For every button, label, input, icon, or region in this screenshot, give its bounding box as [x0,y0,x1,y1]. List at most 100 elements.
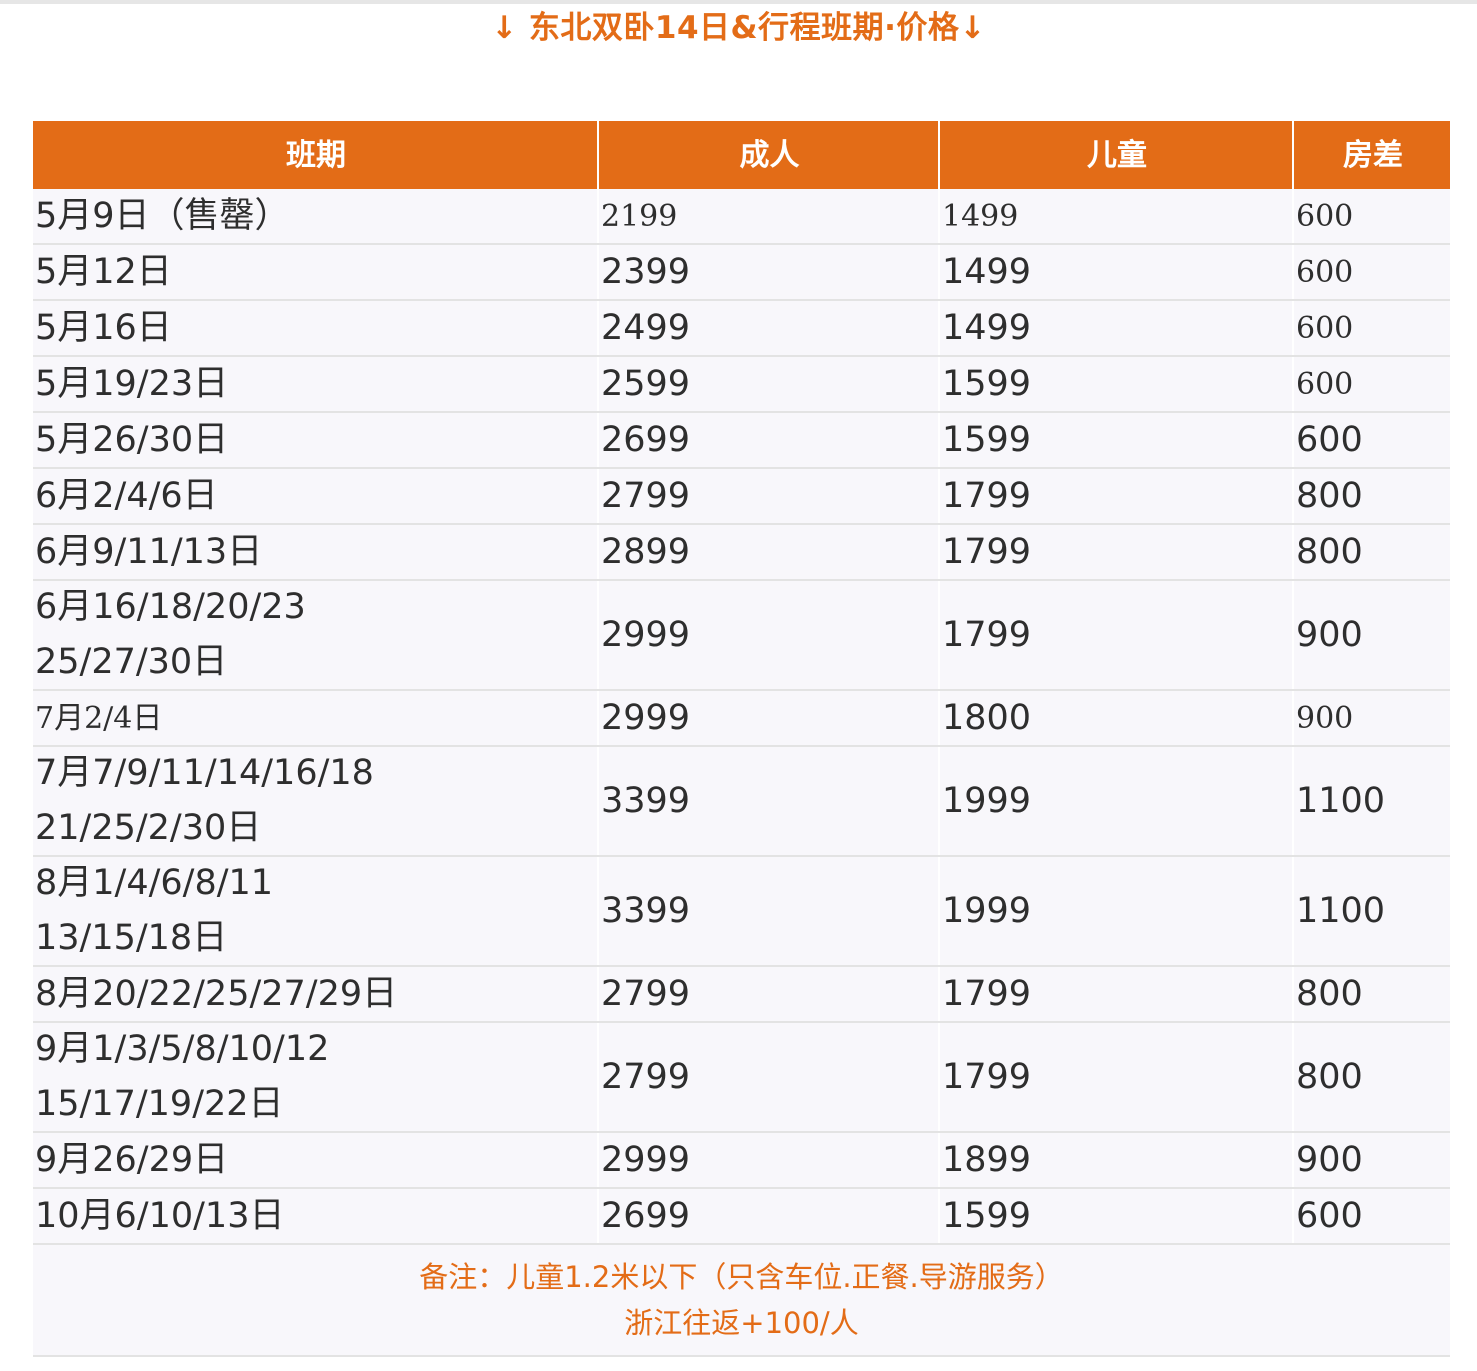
cell-room-diff: 600 [1296,1195,1363,1236]
cell-schedule: 5月19/23日 [33,357,599,411]
cell-schedule: 5月12日 [33,245,599,299]
header-child: 儿童 [940,121,1294,189]
cell-schedule: 6月9/11/13日 [33,525,599,579]
cell-schedule: 5月16日 [33,301,599,355]
schedule-line: 21/25/2/30日 [35,808,262,848]
cell-room-diff: 600 [1296,419,1363,460]
schedule-line: 5月16日 [35,307,172,348]
cell-room-diff: 600 [1296,366,1354,402]
schedule-line: 6月9/11/13日 [35,531,263,572]
cell-room-diff: 800 [1296,1056,1363,1097]
schedule-line: 7月7/9/11/14/16/18 [35,753,374,793]
schedule-line: 5月19/23日 [35,363,229,404]
cell-child: 1800 [940,691,1294,745]
cell-child: 1799 [940,525,1294,579]
cell-child: 1499 [940,245,1294,299]
cell-child: 1799 [940,1023,1294,1131]
cell-child: 1799 [940,581,1294,689]
schedule-line: 10月6/10/13日 [35,1195,285,1236]
cell-room-diff: 1100 [1296,780,1386,821]
header-adult: 成人 [599,121,940,189]
schedule-line: 5月9日（售罄） [35,195,290,236]
table-row: 10月6/10/13日 2699 1599 600 [33,1189,1450,1245]
schedule-line: 6月16/18/20/23 [35,587,306,627]
table-row: 8月20/22/25/27/29日 2799 1799 800 [33,967,1450,1023]
table-row: 8月1/4/6/8/11 13/15/18日 3399 1999 1100 [33,857,1450,967]
table-row: 6月9/11/13日 2899 1799 800 [33,525,1450,581]
cell-child: 1999 [940,857,1294,965]
schedule-line: 5月12日 [35,251,172,292]
schedule-line: 8月1/4/6/8/11 [35,863,274,903]
cell-room-diff: 600 [1296,310,1354,346]
cell-child: 1799 [940,469,1294,523]
cell-adult: 2999 [599,1133,940,1187]
cell-adult: 2599 [599,357,940,411]
cell-schedule: 10月6/10/13日 [33,1189,599,1243]
cell-schedule: 9月1/3/5/8/10/12 15/17/19/22日 [33,1023,599,1131]
cell-child: 1499 [940,301,1294,355]
schedule-line: 7月2/4日 [35,700,163,736]
schedule-line: 9月1/3/5/8/10/12 [35,1029,330,1069]
table-row: 7月7/9/11/14/16/18 21/25/2/30日 3399 1999 1100 [33,747,1450,857]
top-divider [0,0,1477,4]
cell-room-diff: 1100 [1296,890,1386,931]
schedule-line: 13/15/18日 [35,918,228,958]
table-row: 5月9日（售罄） 2199 1499 600 [33,189,1450,245]
table-row: 9月1/3/5/8/10/12 15/17/19/22日 2799 1799 800 [33,1023,1450,1133]
cell-adult: 2699 [599,413,940,467]
cell-adult: 2399 [599,245,940,299]
table-row: 6月2/4/6日 2799 1799 800 [33,469,1450,525]
schedule-line: 6月2/4/6日 [35,475,218,516]
cell-schedule: 8月20/22/25/27/29日 [33,967,599,1021]
cell-schedule: 9月26/29日 [33,1133,599,1187]
cell-child: 1799 [940,967,1294,1021]
table-header: 班期 成人 儿童 房差 [33,121,1450,189]
cell-room-diff: 900 [1296,1139,1363,1180]
table-note: 备注：儿童1.2米以下（只含车位.正餐.导游服务） 浙江往返+100/人 [33,1245,1450,1357]
page-title: ↓ 东北双卧14日&行程班期·价格↓ [491,10,986,46]
cell-room-diff: 900 [1296,700,1354,736]
table-row: 5月26/30日 2699 1599 600 [33,413,1450,469]
cell-schedule: 6月2/4/6日 [33,469,599,523]
table-row: 5月19/23日 2599 1599 600 [33,357,1450,413]
schedule-line: 8月20/22/25/27/29日 [35,973,398,1014]
cell-schedule: 7月2/4日 [33,691,599,745]
cell-child: 1599 [940,357,1294,411]
table-row: 6月16/18/20/23 25/27/30日 2999 1799 900 [33,581,1450,691]
cell-schedule: 5月26/30日 [33,413,599,467]
cell-adult: 2699 [599,1189,940,1243]
table-row: 7月2/4日 2999 1800 900 [33,691,1450,747]
cell-child: 1899 [940,1133,1294,1187]
header-room-diff: 房差 [1343,137,1403,173]
cell-adult: 2799 [599,967,940,1021]
cell-room-diff: 900 [1296,614,1363,655]
cell-adult: 2799 [599,1023,940,1131]
cell-child: 1599 [940,1189,1294,1243]
table-body: 5月9日（售罄） 2199 1499 600 5月12日 2399 1499 600 5月16日… [33,189,1450,1245]
cell-room-diff: 600 [1296,198,1354,234]
table-row: 5月12日 2399 1499 600 [33,245,1450,301]
cell-adult: 2799 [599,469,940,523]
price-table: 班期 成人 儿童 房差 5月9日（售罄） 2199 1499 600 5月12日 2399… [33,121,1450,1357]
schedule-line: 25/27/30日 [35,642,228,682]
cell-child: 1599 [940,413,1294,467]
cell-adult: 2899 [599,525,940,579]
schedule-line: 15/17/19/22日 [35,1084,284,1124]
table-row: 9月26/29日 2999 1899 900 [33,1133,1450,1189]
cell-schedule: 6月16/18/20/23 25/27/30日 [33,581,599,689]
schedule-line: 9月26/29日 [35,1139,229,1180]
cell-room-diff: 600 [1296,254,1354,290]
cell-adult: 3399 [599,747,940,855]
cell-child: 1499 [940,189,1294,243]
cell-schedule: 8月1/4/6/8/11 13/15/18日 [33,857,599,965]
note-line: 浙江往返+100/人 [624,1306,859,1340]
header-schedule: 班期 [33,121,599,189]
cell-adult: 2999 [599,691,940,745]
cell-room-diff: 800 [1296,531,1363,572]
cell-adult: 2199 [599,189,940,243]
cell-schedule: 5月9日（售罄） [33,189,599,243]
cell-adult: 3399 [599,857,940,965]
note-line: 备注：儿童1.2米以下（只含车位.正餐.导游服务） [419,1260,1064,1294]
schedule-line: 5月26/30日 [35,419,229,460]
cell-room-diff: 800 [1296,475,1363,516]
